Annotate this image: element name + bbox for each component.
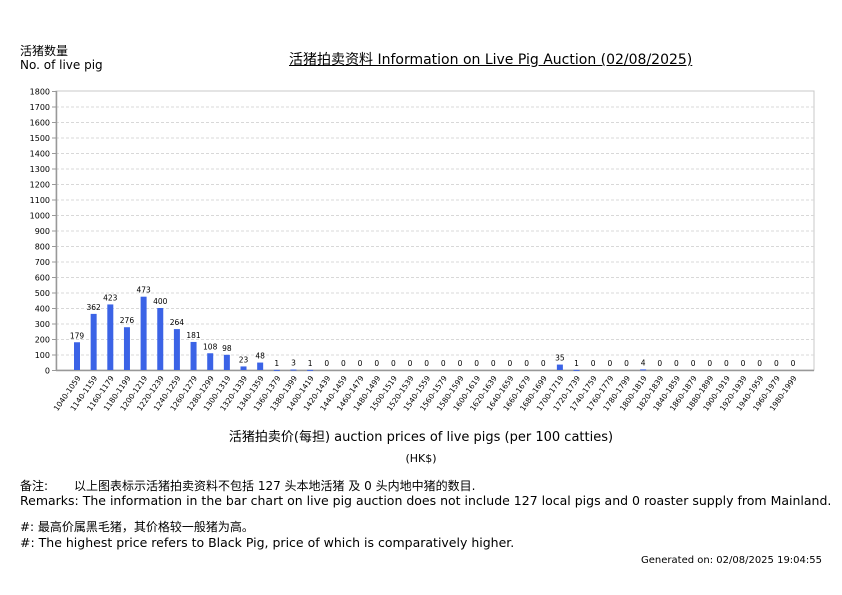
- y-tick-label: 1800: [30, 88, 50, 97]
- bar-value-label: 0: [774, 359, 779, 368]
- bar: [173, 329, 180, 370]
- y-tick-label: 800: [35, 243, 50, 252]
- bar: [190, 341, 197, 370]
- bar-value-label: 276: [120, 316, 135, 325]
- remark-cn-label: 备注:: [20, 479, 49, 493]
- bar-value-label: 1: [574, 359, 579, 368]
- bar: [90, 313, 97, 370]
- plot-area: [55, 90, 815, 371]
- bar-value-label: 0: [408, 359, 413, 368]
- bar-value-label: 0: [674, 359, 679, 368]
- bar: [307, 369, 314, 371]
- bar-value-label: 473: [136, 286, 151, 295]
- bar-value-label: 1: [274, 359, 279, 368]
- bar-value-label: 0: [691, 359, 696, 368]
- bar: [207, 353, 214, 370]
- y-tick-label: 1400: [30, 150, 50, 159]
- bar-value-label: 0: [374, 359, 379, 368]
- bar: [223, 354, 230, 370]
- bar: [123, 327, 130, 370]
- bar-value-label: 0: [358, 359, 363, 368]
- bar-value-label: 0: [458, 359, 463, 368]
- chart-title: 活猪拍卖资料 Information on Live Pig Auction (…: [289, 52, 693, 68]
- y-axis-title-cn: 活猪数量: [20, 44, 69, 58]
- bar: [140, 296, 147, 370]
- bar-value-label: 4: [641, 358, 646, 367]
- y-tick-label: 1200: [30, 181, 50, 190]
- bar: [257, 362, 264, 370]
- y-tick-label: 600: [35, 274, 50, 283]
- bar-value-label: 0: [508, 359, 513, 368]
- generated-timestamp: Generated on: 02/08/2025 19:04:55: [641, 555, 822, 566]
- bar: [640, 369, 647, 371]
- y-tick-label: 500: [35, 289, 50, 298]
- bar-value-label: 0: [491, 359, 496, 368]
- bar-value-label: 0: [791, 359, 796, 368]
- bar-value-label: 35: [555, 354, 565, 363]
- bar: [157, 308, 164, 370]
- bar-value-label: 23: [239, 355, 249, 364]
- bar-value-label: 362: [86, 303, 101, 312]
- bar-value-label: 3: [291, 359, 296, 368]
- x-axis-unit: (HK$): [405, 452, 437, 465]
- bar-value-label: 0: [624, 359, 629, 368]
- y-tick-label: 1600: [30, 119, 50, 128]
- y-tick-label: 100: [35, 351, 50, 360]
- bar-value-label: 0: [391, 359, 396, 368]
- y-tick-label: 1000: [30, 212, 50, 221]
- y-tick-label: 1700: [30, 103, 50, 112]
- bar: [573, 369, 580, 371]
- bar-value-label: 0: [591, 359, 596, 368]
- bar-value-label: 0: [741, 359, 746, 368]
- bar-value-label: 0: [441, 359, 446, 368]
- bar-value-label: 98: [222, 344, 232, 353]
- bar-value-label: 0: [657, 359, 662, 368]
- bar-value-label: 0: [474, 359, 479, 368]
- bar-value-label: 1: [308, 359, 313, 368]
- bar-value-label: 264: [170, 318, 185, 327]
- y-tick-label: 0: [45, 367, 50, 376]
- bar-value-label: 423: [103, 293, 118, 302]
- bar-chart: 0100200300400500600700800900100011001200…: [30, 88, 815, 413]
- y-tick-label: 1100: [30, 196, 50, 205]
- bar: [74, 342, 80, 370]
- y-tick-label: 900: [35, 227, 50, 236]
- note-cn: #: 最高价属黑毛猪，其价格较一般猪为高。: [20, 520, 254, 534]
- y-tick-label: 1300: [30, 165, 50, 174]
- bar-value-label: 0: [724, 359, 729, 368]
- bar-value-label: 0: [324, 359, 329, 368]
- bar-value-label: 0: [607, 359, 612, 368]
- bar: [273, 369, 280, 371]
- bar-value-label: 0: [524, 359, 529, 368]
- bar-value-label: 179: [70, 331, 85, 340]
- y-tick-label: 200: [35, 336, 50, 345]
- bar-value-label: 108: [203, 342, 218, 351]
- bar: [240, 366, 247, 370]
- bar-value-label: 0: [424, 359, 429, 368]
- bar: [107, 304, 114, 370]
- note-en: #: The highest price refers to Black Pig…: [20, 535, 515, 550]
- y-tick-label: 400: [35, 305, 50, 314]
- bar-value-label: 0: [341, 359, 346, 368]
- y-axis-title-en: No. of live pig: [20, 58, 103, 72]
- y-tick-label: 700: [35, 258, 50, 267]
- y-tick-label: 1500: [30, 134, 50, 143]
- bar-value-label: 400: [153, 297, 168, 306]
- x-axis-title: 活猪拍卖价(每担) auction prices of live pigs (p…: [228, 430, 614, 445]
- bar-value-label: 0: [541, 359, 546, 368]
- bar-value-label: 0: [757, 359, 762, 368]
- bar-value-label: 0: [707, 359, 712, 368]
- bar-value-label: 48: [255, 352, 265, 361]
- bar-value-label: 181: [186, 331, 201, 340]
- remark-en: Remarks: The information in the bar char…: [20, 493, 832, 508]
- y-tick-label: 300: [35, 320, 50, 329]
- bar: [290, 369, 297, 371]
- remark-cn-text: 以上图表标示活猪拍卖资料不包括 127 头本地活猪 及 0 头内地中猪的数目.: [74, 479, 476, 493]
- bar: [556, 364, 563, 370]
- remark-cn: 备注: 以上图表标示活猪拍卖资料不包括 127 头本地活猪 及 0 头内地中猪的数…: [20, 477, 475, 494]
